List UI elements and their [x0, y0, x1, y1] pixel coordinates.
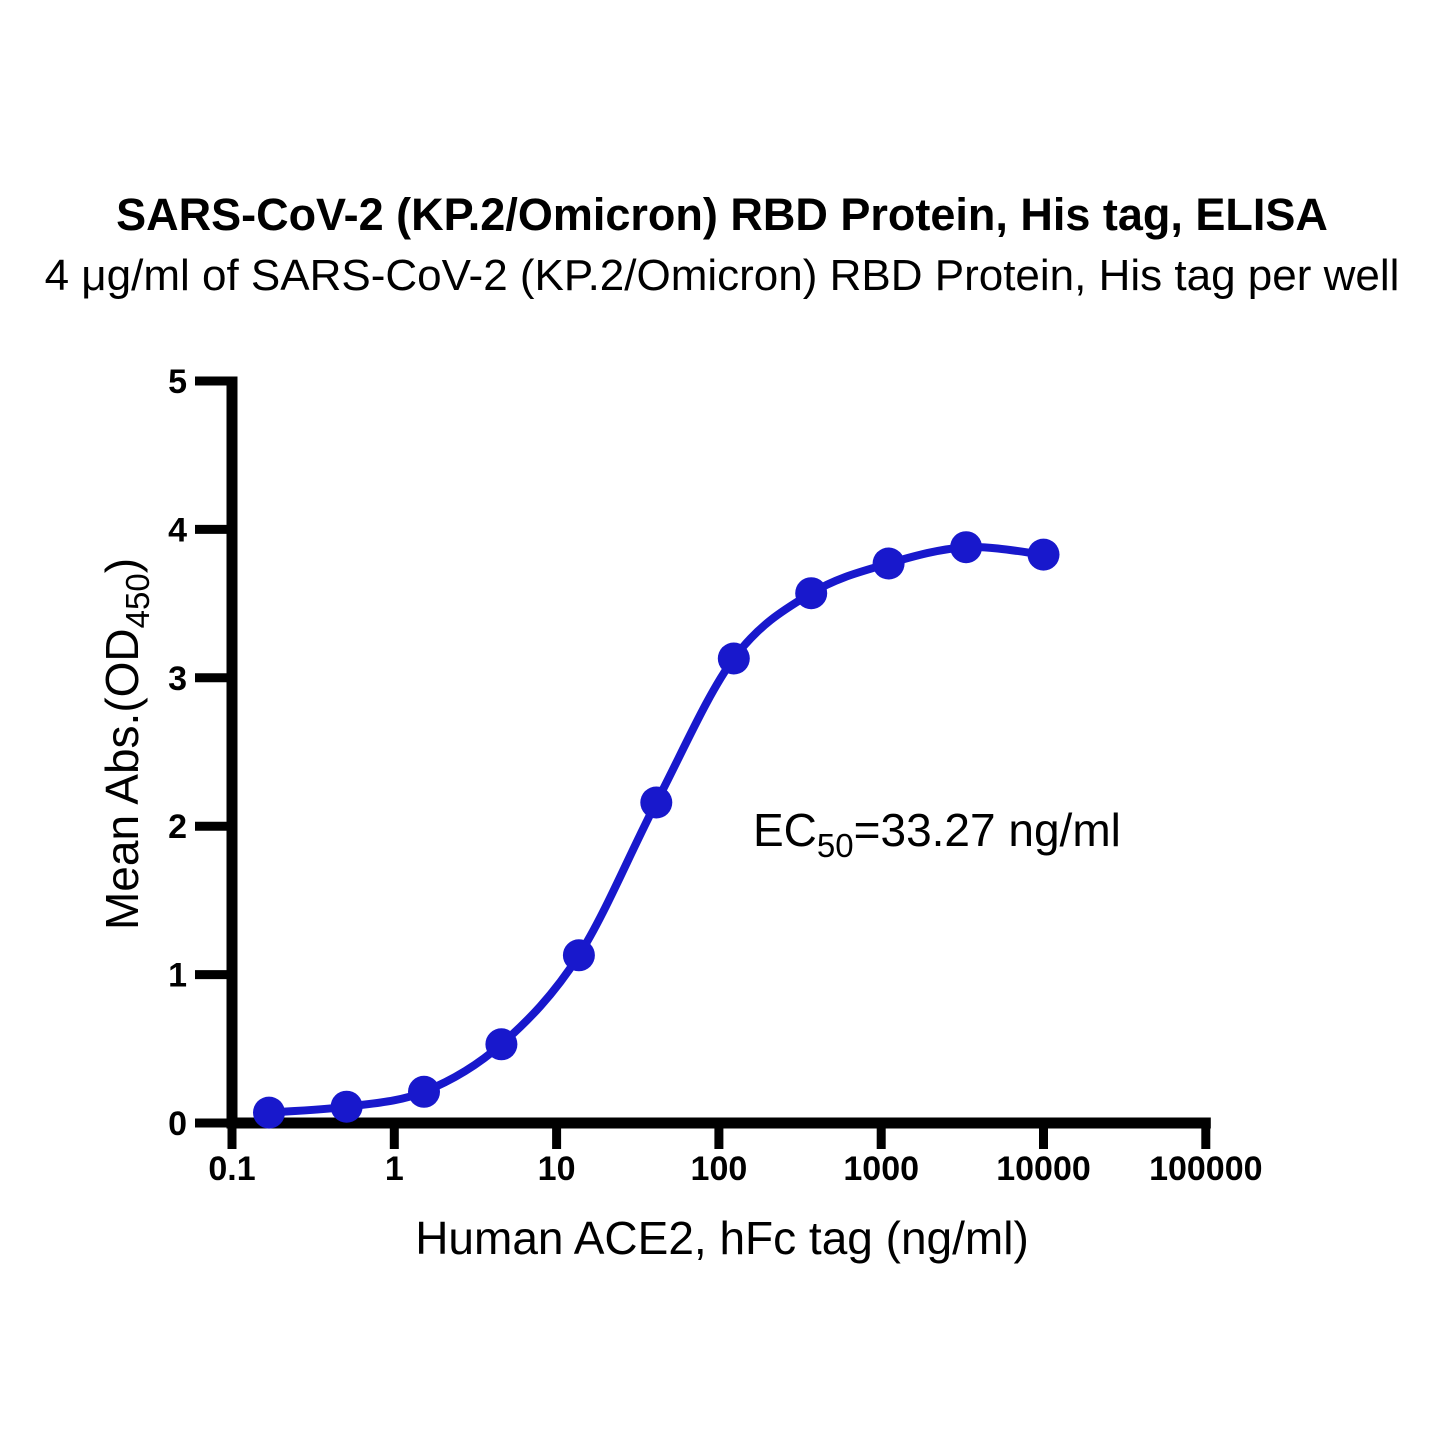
- y-axis-title-text: Mean Abs.(OD: [96, 628, 148, 930]
- ec50-annotation-prefix: EC: [753, 804, 817, 856]
- data-point: [717, 642, 750, 675]
- y-tick-label: 5: [168, 363, 187, 401]
- data-point: [253, 1096, 285, 1129]
- x-tick-label: 10: [538, 1150, 576, 1188]
- ec50-annotation: EC50=33.27 ng/ml: [753, 804, 1121, 864]
- axes: [226, 376, 1211, 1129]
- x-tick-label: 100: [691, 1150, 748, 1188]
- data-point: [485, 1028, 518, 1061]
- data-point: [1027, 538, 1060, 571]
- y-tick-label: 1: [168, 957, 187, 995]
- x-tick-label: 0.1: [208, 1150, 255, 1188]
- x-tick-label: 1000: [843, 1150, 919, 1188]
- data-point: [640, 786, 673, 819]
- data-point: [408, 1075, 440, 1108]
- data-point: [330, 1090, 363, 1123]
- ec50-annotation-subscript: 50: [817, 827, 854, 864]
- chart-title: SARS-CoV-2 (KP.2/Omicron) RBD Protein, H…: [116, 189, 1328, 240]
- x-axis-title: Human ACE2, hFc tag (ng/ml): [415, 1212, 1029, 1264]
- data-series: [253, 531, 1060, 1129]
- y-tick-label: 0: [168, 1105, 187, 1143]
- data-point: [795, 577, 828, 610]
- ec50-annotation-value: =33.27 ng/ml: [854, 804, 1121, 856]
- y-axis-title-subscript: 450: [119, 573, 156, 628]
- y-tick-label: 3: [168, 660, 187, 698]
- tick-marks: [195, 376, 1211, 1149]
- x-tick-label: 10000: [996, 1150, 1091, 1188]
- x-tick-label: 1: [385, 1150, 404, 1188]
- y-tick-label: 4: [168, 511, 187, 549]
- x-tick-label: 100000: [1149, 1150, 1262, 1188]
- y-tick-label: 2: [168, 808, 187, 846]
- data-point: [950, 531, 983, 564]
- y-axis-title-close: ): [96, 558, 148, 573]
- chart-subtitle: 4 μg/ml of SARS-CoV-2 (KP.2/Omicron) RBD…: [45, 251, 1400, 300]
- tick-labels: 0 1 2 3 4 5 0.1 1 10 100 1000 10000 100000: [168, 363, 1262, 1188]
- data-point: [562, 939, 595, 972]
- data-point: [872, 547, 905, 580]
- y-axis-title: Mean Abs.(OD450): [96, 558, 156, 930]
